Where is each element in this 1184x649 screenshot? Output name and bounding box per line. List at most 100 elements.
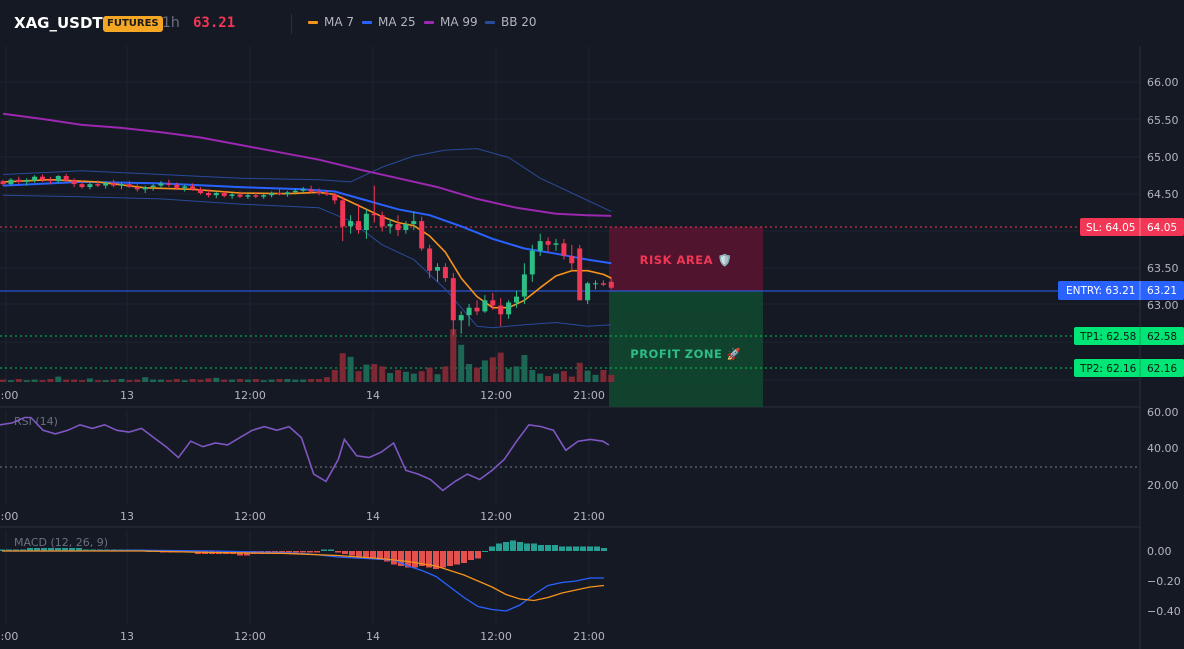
candle-body[interactable]	[213, 193, 219, 196]
candle-body[interactable]	[379, 215, 385, 227]
candle-body[interactable]	[158, 183, 164, 186]
candle-body[interactable]	[506, 302, 512, 315]
candle-body[interactable]	[229, 194, 235, 196]
candle-body[interactable]	[600, 283, 606, 285]
macd-title[interactable]: MACD (12, 26, 9)	[14, 536, 108, 549]
candle-body[interactable]	[514, 296, 519, 303]
candle-body[interactable]	[8, 179, 14, 185]
candle-body[interactable]	[0, 181, 6, 185]
risk-zone[interactable]	[609, 227, 763, 291]
candle-body[interactable]	[608, 281, 614, 288]
candle-body[interactable]	[419, 221, 425, 249]
candle-body[interactable]	[119, 184, 124, 186]
time-axis-rsi[interactable]: 2:00 13 12:00 14 12:00 21:00	[0, 510, 605, 523]
rsi-axis[interactable]: 60.00 40.00 20.00	[1147, 406, 1179, 492]
candle-body[interactable]	[47, 179, 53, 182]
entry-tag[interactable]	[1058, 281, 1184, 300]
candle-body[interactable]	[577, 248, 583, 301]
candle-body[interactable]	[277, 193, 282, 195]
candle-body[interactable]	[498, 305, 504, 315]
candle-body[interactable]	[32, 176, 38, 181]
legend-ma99[interactable]: MA 99	[424, 15, 478, 29]
candle-body[interactable]	[182, 186, 188, 188]
candle-body[interactable]	[324, 193, 330, 195]
time-axis-main[interactable]: 2:00 13 12:00 14 12:00 21:00	[0, 389, 605, 402]
candle-body[interactable]	[221, 193, 227, 196]
candle-body[interactable]	[79, 184, 85, 188]
candle-body[interactable]	[245, 195, 251, 197]
candle-body[interactable]	[24, 180, 30, 182]
candle-body[interactable]	[205, 193, 211, 196]
candle-body[interactable]	[585, 283, 591, 301]
candle-body[interactable]	[300, 189, 306, 191]
candle-body[interactable]	[40, 176, 45, 180]
candle-body[interactable]	[55, 175, 61, 182]
candle-body[interactable]	[537, 241, 543, 251]
candle-body[interactable]	[174, 184, 180, 188]
candle-body[interactable]	[561, 243, 567, 256]
candle-body[interactable]	[403, 224, 409, 230]
candle-body[interactable]	[269, 193, 275, 196]
rsi-title[interactable]: RSI (14)	[14, 415, 58, 428]
candle-body[interactable]	[427, 248, 433, 271]
candle-body[interactable]	[466, 307, 472, 316]
candle-body[interactable]	[261, 195, 267, 197]
legend-ma7[interactable]: MA 7	[308, 15, 354, 29]
legend-ma25[interactable]: MA 25	[362, 15, 416, 29]
candle-body[interactable]	[198, 189, 203, 193]
candle-body[interactable]	[348, 221, 354, 227]
candle-body[interactable]	[435, 267, 440, 271]
candle-body[interactable]	[111, 182, 117, 186]
candle-body[interactable]	[395, 224, 401, 230]
candle-body[interactable]	[126, 184, 132, 188]
candle-body[interactable]	[569, 255, 575, 264]
candle-body[interactable]	[16, 179, 22, 182]
macd-axis[interactable]: 0.00 −0.20 −0.40	[1147, 545, 1181, 618]
timeframe-label[interactable]: 1h	[162, 15, 180, 31]
candle-body[interactable]	[356, 221, 361, 230]
candle-body[interactable]	[166, 183, 172, 185]
profit-zone[interactable]	[609, 291, 763, 407]
legend-bb20[interactable]: BB 20	[485, 15, 537, 29]
candle-body[interactable]	[593, 283, 598, 285]
candle-body[interactable]	[442, 267, 448, 279]
time-axis-macd[interactable]: 2:00 13 12:00 14 12:00 21:00	[0, 630, 605, 643]
candle-body[interactable]	[363, 213, 369, 230]
candlesticks[interactable]	[0, 173, 614, 336]
candle-body[interactable]	[316, 191, 322, 193]
candle-body[interactable]	[253, 195, 259, 197]
symbol-title[interactable]: XAG_USDT	[14, 14, 103, 32]
candle-body[interactable]	[553, 243, 559, 245]
candle-body[interactable]	[458, 315, 464, 321]
candle-body[interactable]	[411, 221, 417, 225]
candle-body[interactable]	[474, 307, 480, 312]
candle-body[interactable]	[87, 184, 93, 188]
candle-body[interactable]	[482, 300, 488, 312]
candle-body[interactable]	[103, 182, 109, 186]
candle-body[interactable]	[332, 194, 338, 201]
candle-body[interactable]	[450, 278, 456, 321]
candle-body[interactable]	[292, 190, 298, 193]
candle-body[interactable]	[340, 200, 346, 227]
sl-tag[interactable]	[1080, 218, 1184, 236]
candle-body[interactable]	[308, 189, 314, 192]
candle-body[interactable]	[134, 187, 140, 190]
candle-body[interactable]	[529, 250, 535, 275]
candle-body[interactable]	[63, 175, 69, 181]
candle-body[interactable]	[521, 274, 527, 297]
tp1-tag[interactable]	[1074, 327, 1184, 345]
candle-body[interactable]	[150, 185, 156, 188]
candle-body[interactable]	[142, 187, 148, 190]
candle-body[interactable]	[190, 186, 196, 190]
price-axis[interactable]: 66.00 65.50 65.00 64.50 63.50 63.00	[1147, 76, 1179, 312]
candle-body[interactable]	[95, 184, 101, 186]
candle-body[interactable]	[237, 194, 243, 197]
candle-body[interactable]	[490, 300, 496, 306]
candle-body[interactable]	[71, 180, 77, 185]
candle-body[interactable]	[284, 192, 290, 195]
candle-body[interactable]	[371, 213, 377, 216]
candle-body[interactable]	[387, 224, 393, 227]
tp2-tag[interactable]	[1074, 359, 1184, 377]
candle-body[interactable]	[545, 241, 551, 245]
